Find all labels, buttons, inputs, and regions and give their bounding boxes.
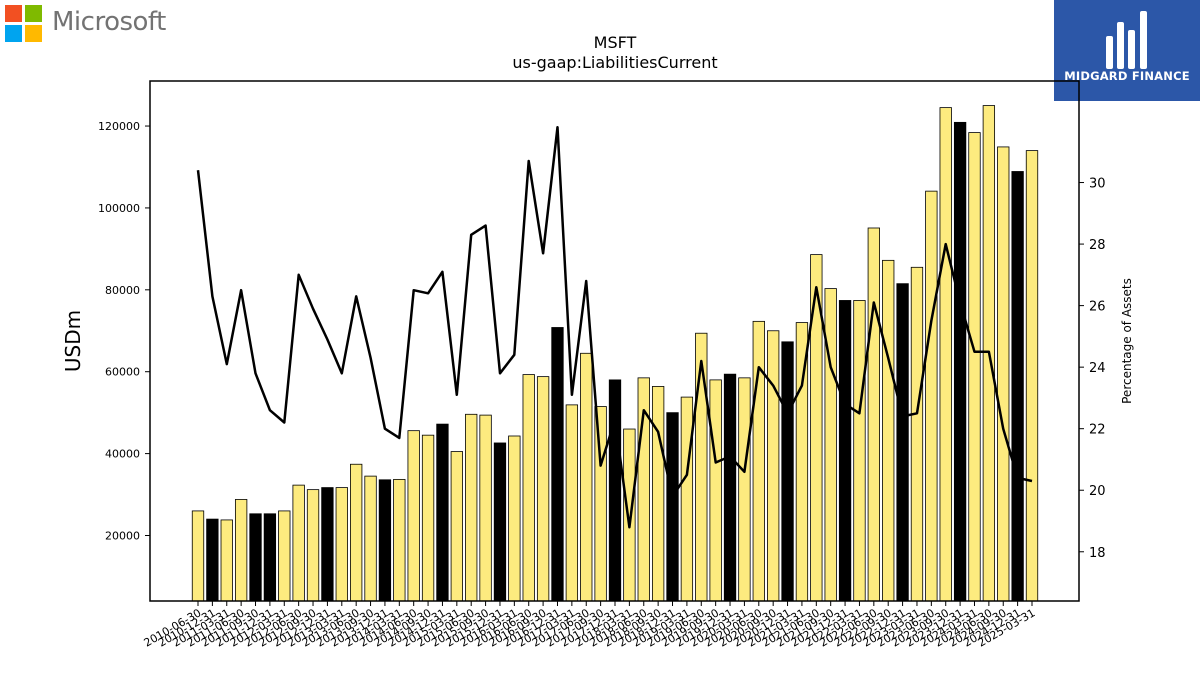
logo-square-green <box>25 5 42 22</box>
bar-2014-06-30 <box>407 430 420 602</box>
bar-2014-12-31 <box>436 423 449 602</box>
bar-2017-12-31 <box>608 379 622 602</box>
bar-2016-12-31 <box>551 327 564 602</box>
bar-2012-09-30 <box>306 489 320 602</box>
bar-2013-09-30 <box>364 475 377 602</box>
bar-2010-12-31 <box>206 518 219 602</box>
bar-2021-12-31 <box>838 300 852 602</box>
bar-2023-12-31 <box>953 121 967 602</box>
bar-2022-03-31 <box>853 300 866 602</box>
y-left-tick-label: 120000 <box>98 120 140 133</box>
bar-2020-03-31 <box>738 377 751 602</box>
logo-square-blue <box>5 25 22 42</box>
bar-2019-03-31 <box>680 396 694 602</box>
y-axis-label-left: USDm <box>61 310 85 372</box>
y-axis-left: 20000 40000 60000 80000 100000 120000 <box>98 120 150 542</box>
bar-2014-03-31 <box>393 478 406 602</box>
bar-2011-06-30 <box>234 499 248 602</box>
chart-subtitle: us-gaap:LiabilitiesCurrent <box>512 53 717 72</box>
bar-2013-06-30 <box>350 463 363 602</box>
bar-2017-06-30 <box>580 352 593 602</box>
bar-2021-09-30 <box>824 288 837 602</box>
y-right-tick-label: 24 <box>1089 361 1106 376</box>
bar-2014-09-30 <box>421 434 435 602</box>
bar-2015-06-30 <box>465 413 478 602</box>
y-left-tick-label: 100000 <box>98 202 140 215</box>
y-right-tick-label: 26 <box>1089 300 1106 315</box>
y-left-tick-label: 60000 <box>105 366 140 379</box>
bar-2022-12-31 <box>896 283 909 602</box>
midgard-emblem-icon <box>1106 11 1147 69</box>
bar-2020-09-30 <box>767 330 780 602</box>
bar-2025-03-31 <box>1025 150 1039 602</box>
bar-2023-03-31 <box>910 266 924 602</box>
microsoft-logo: Microsoft <box>5 5 185 42</box>
bar-2010-06-30 <box>191 510 205 602</box>
y-right-tick-label: 30 <box>1089 177 1106 192</box>
y-right-tick-label: 20 <box>1089 484 1106 499</box>
bar-2019-06-30 <box>695 332 708 602</box>
chart-title: MSFT <box>594 33 637 52</box>
bar-2013-03-31 <box>335 487 348 602</box>
bar-2015-09-30 <box>479 414 492 602</box>
bar-2024-12-31 <box>1011 171 1024 602</box>
y-left-tick-label: 40000 <box>105 448 140 461</box>
bar-2012-03-31 <box>278 510 291 602</box>
bar-2024-09-30 <box>997 146 1010 602</box>
y-right-tick-label: 28 <box>1089 238 1106 253</box>
logo-square-red <box>5 5 22 22</box>
percentage-line <box>196 125 1033 529</box>
bar-2023-06-30 <box>925 190 938 602</box>
bar-2012-12-31 <box>321 487 334 602</box>
logo-square-yellow <box>25 25 42 42</box>
bar-2016-09-30 <box>536 376 550 602</box>
y-left-tick-label: 20000 <box>105 529 140 542</box>
bar-2016-03-31 <box>508 435 521 602</box>
y-axis-right: 18 20 22 24 26 28 30 <box>1079 177 1106 561</box>
bar-series <box>191 105 1039 602</box>
bar-2012-06-30 <box>292 484 305 602</box>
bar-2018-09-30 <box>651 386 665 602</box>
bar-2024-03-31 <box>968 132 981 602</box>
bar-2018-12-31 <box>666 412 679 602</box>
bar-2017-03-31 <box>565 404 579 602</box>
y-axis-label-right: Percentage of Assets <box>1120 278 1134 404</box>
microsoft-wordmark: Microsoft <box>52 7 166 37</box>
bar-2013-12-31 <box>378 479 392 602</box>
bar-2017-09-30 <box>594 406 607 602</box>
bar-2020-12-31 <box>781 341 794 602</box>
y-left-tick-label: 80000 <box>105 284 140 297</box>
bar-2011-12-31 <box>263 513 277 602</box>
x-axis: 2010-06-302010-12-312011-03-312011-06-30… <box>142 601 1038 650</box>
bar-2016-06-30 <box>522 374 535 602</box>
bar-2011-03-31 <box>220 519 233 602</box>
bar-2015-12-31 <box>493 442 507 602</box>
bar-2020-06-30 <box>752 320 765 602</box>
midgard-finance-wordmark: MIDGARD FINANCE <box>1064 69 1190 83</box>
bar-2011-09-30 <box>249 513 262 602</box>
line-series <box>196 125 1033 529</box>
bar-2015-03-31 <box>450 451 463 602</box>
bar-2022-09-30 <box>882 259 895 602</box>
y-right-tick-label: 18 <box>1089 546 1106 561</box>
bar-2022-06-30 <box>867 227 880 602</box>
y-right-tick-label: 22 <box>1089 423 1106 438</box>
midgard-finance-logo: MIDGARD FINANCE <box>1054 0 1200 101</box>
bar-2023-09-30 <box>939 107 952 602</box>
bar-2019-09-30 <box>709 379 722 602</box>
bar-2019-12-31 <box>723 373 737 602</box>
bar-2018-03-31 <box>623 428 636 602</box>
